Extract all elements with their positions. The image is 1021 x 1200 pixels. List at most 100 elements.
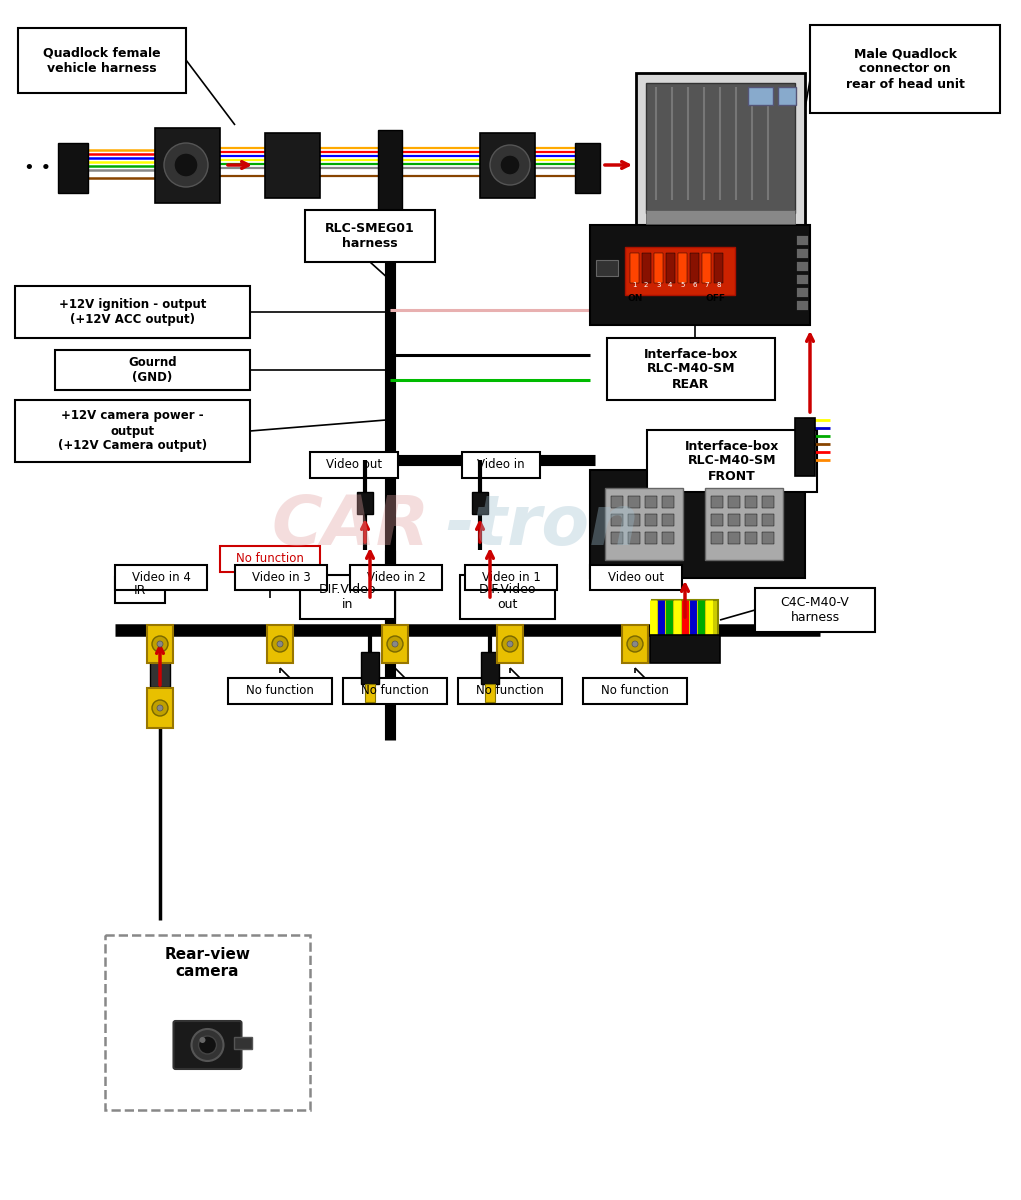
- Bar: [364, 684, 375, 702]
- Bar: [796, 274, 808, 284]
- Bar: [762, 496, 774, 508]
- FancyBboxPatch shape: [115, 565, 207, 590]
- Text: C4C-M40-V
harness: C4C-M40-V harness: [781, 596, 849, 624]
- FancyBboxPatch shape: [228, 678, 332, 704]
- Text: Video out: Video out: [326, 458, 382, 472]
- Text: IR: IR: [134, 583, 146, 596]
- FancyBboxPatch shape: [622, 625, 648, 662]
- Bar: [650, 635, 720, 662]
- FancyBboxPatch shape: [497, 625, 523, 662]
- Circle shape: [392, 641, 398, 647]
- Text: +12V camera power -
output
(+12V Camera output): +12V camera power - output (+12V Camera …: [58, 409, 207, 452]
- Bar: [611, 496, 623, 508]
- Text: No function: No function: [361, 684, 429, 697]
- FancyBboxPatch shape: [480, 133, 535, 198]
- Bar: [796, 260, 808, 271]
- Text: • •: • •: [25, 158, 52, 176]
- Text: 7: 7: [704, 282, 709, 288]
- Circle shape: [277, 641, 283, 647]
- Circle shape: [152, 636, 168, 652]
- Text: 3: 3: [657, 282, 661, 288]
- FancyBboxPatch shape: [755, 588, 875, 632]
- FancyBboxPatch shape: [105, 935, 310, 1110]
- Bar: [711, 532, 723, 544]
- Bar: [58, 143, 88, 193]
- Circle shape: [632, 641, 638, 647]
- Text: Gournd
(GND): Gournd (GND): [129, 356, 177, 384]
- Text: RLC-SMEG01
harness: RLC-SMEG01 harness: [325, 222, 415, 250]
- Circle shape: [192, 1028, 224, 1061]
- Bar: [662, 514, 674, 526]
- FancyBboxPatch shape: [305, 210, 435, 262]
- FancyBboxPatch shape: [15, 286, 250, 338]
- Bar: [666, 253, 675, 283]
- FancyBboxPatch shape: [220, 546, 320, 572]
- Bar: [481, 652, 499, 684]
- Text: Interface-box
RLC-M40-SM
FRONT: Interface-box RLC-M40-SM FRONT: [685, 439, 779, 482]
- FancyBboxPatch shape: [350, 565, 442, 590]
- Bar: [472, 492, 488, 514]
- Text: +12V ignition - output
(+12V ACC output): +12V ignition - output (+12V ACC output): [59, 298, 206, 326]
- Circle shape: [199, 1037, 205, 1043]
- Bar: [728, 532, 740, 544]
- Bar: [690, 253, 699, 283]
- Bar: [795, 418, 815, 476]
- FancyBboxPatch shape: [460, 575, 555, 619]
- FancyBboxPatch shape: [590, 565, 682, 590]
- Bar: [485, 684, 495, 702]
- FancyBboxPatch shape: [590, 470, 805, 578]
- FancyBboxPatch shape: [235, 565, 327, 590]
- Text: 2: 2: [644, 282, 648, 288]
- FancyBboxPatch shape: [704, 488, 783, 560]
- Text: 1: 1: [632, 282, 636, 288]
- Text: 8: 8: [716, 282, 721, 288]
- Bar: [378, 130, 402, 210]
- Bar: [575, 143, 600, 193]
- Bar: [642, 253, 651, 283]
- Bar: [796, 248, 808, 258]
- Bar: [645, 514, 657, 526]
- Text: No function: No function: [246, 684, 313, 697]
- Bar: [628, 532, 640, 544]
- Bar: [711, 514, 723, 526]
- Bar: [357, 492, 373, 514]
- FancyBboxPatch shape: [465, 565, 557, 590]
- Bar: [628, 514, 640, 526]
- Bar: [662, 532, 674, 544]
- FancyBboxPatch shape: [607, 338, 775, 400]
- FancyBboxPatch shape: [748, 86, 773, 104]
- Bar: [611, 514, 623, 526]
- Bar: [762, 514, 774, 526]
- Bar: [645, 496, 657, 508]
- Bar: [611, 532, 623, 544]
- Bar: [762, 532, 774, 544]
- Bar: [150, 652, 171, 686]
- Bar: [728, 514, 740, 526]
- Bar: [645, 532, 657, 544]
- Bar: [728, 496, 740, 508]
- FancyBboxPatch shape: [382, 625, 408, 662]
- Bar: [796, 235, 808, 245]
- FancyBboxPatch shape: [647, 430, 817, 492]
- FancyBboxPatch shape: [265, 133, 320, 198]
- FancyBboxPatch shape: [55, 350, 250, 390]
- FancyBboxPatch shape: [147, 625, 173, 662]
- Bar: [702, 253, 711, 283]
- Bar: [796, 287, 808, 296]
- Text: -tron: -tron: [445, 492, 638, 558]
- FancyBboxPatch shape: [646, 83, 795, 214]
- FancyBboxPatch shape: [18, 28, 186, 92]
- Text: Video in 1: Video in 1: [482, 571, 540, 584]
- Circle shape: [500, 155, 520, 175]
- Bar: [745, 514, 757, 526]
- FancyBboxPatch shape: [300, 575, 395, 619]
- FancyBboxPatch shape: [583, 678, 687, 704]
- FancyBboxPatch shape: [147, 688, 173, 728]
- Text: CAR: CAR: [272, 492, 430, 558]
- Bar: [596, 260, 618, 276]
- Text: Rear-view
camera: Rear-view camera: [164, 947, 250, 979]
- Circle shape: [272, 636, 288, 652]
- FancyBboxPatch shape: [605, 488, 683, 560]
- FancyBboxPatch shape: [590, 226, 810, 325]
- FancyBboxPatch shape: [310, 452, 398, 478]
